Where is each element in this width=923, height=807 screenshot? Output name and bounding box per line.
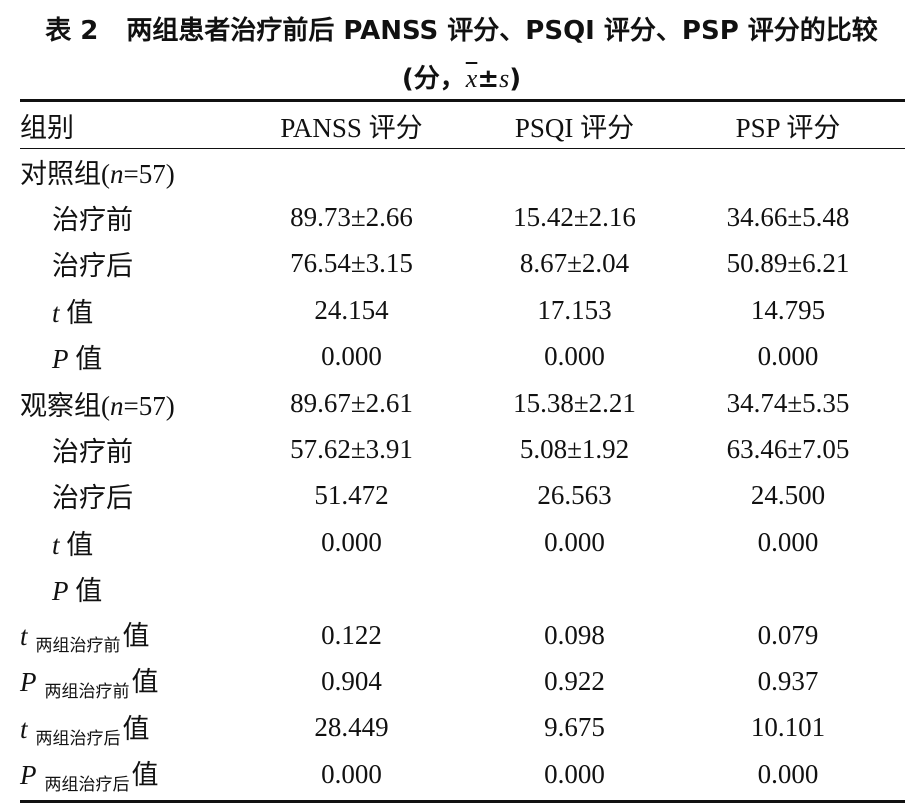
cell-panss: 28.449 [314,712,389,743]
cell-psp: 0.000 [757,526,819,557]
table-row: 治疗后 51.472 26.563 24.500 [20,473,905,519]
row-label: P 值 [52,576,103,607]
table-row: 观察组(n=57) 89.67±2.61 15.38±2.21 34.74±5.… [20,380,905,426]
cell-psp: 0.079 [757,619,819,650]
cell-psp: 0.000 [757,758,819,789]
cell-panss: 76.54±3.15 [290,248,413,279]
row-label: 治疗后 [52,251,133,282]
row-label: 治疗前 [52,437,133,468]
cell-psp: 24.500 [750,480,826,511]
cell-psp: 34.74±5.35 [726,387,850,418]
row-label: t 两组治疗后值 [20,713,150,748]
cell-panss [225,566,478,612]
cell-psqi: 8.67±2.04 [519,248,630,279]
table-caption: 表 2 两组患者治疗前后 PANSS 评分、PSQI 评分、PSP 评分的比较 [0,10,923,47]
cell-psp: 63.46±7.05 [726,434,850,465]
cell-psp: 0.000 [757,341,819,372]
cell-panss: 89.67±2.61 [290,387,413,418]
cell-psp: 10.101 [750,712,826,743]
unit-close: ) [509,64,522,94]
cell-psp: 34.66±5.48 [726,202,850,233]
cell-psp: 50.89±6.21 [726,248,850,279]
cell-panss [225,148,478,194]
table-row: t 值 0.000 0.000 0.000 [20,519,905,565]
table-unit-caption: (分，x±s) [0,58,923,95]
cell-psqi: 17.153 [537,294,612,325]
table-row: 治疗后 76.54±3.15 8.67±2.04 50.89±6.21 [20,241,905,287]
cell-panss: 51.472 [314,480,389,511]
header-panss: PANSS 评分 [280,112,423,143]
table-row: 对照组(n=57) [20,148,905,194]
cell-psqi: 0.000 [544,341,605,372]
cell-panss: 89.73±2.66 [290,202,413,233]
cell-psp [671,566,905,612]
cell-psqi [478,566,671,612]
cell-psqi: 5.08±1.92 [519,434,630,465]
cell-panss: 0.000 [321,758,382,789]
cell-panss: 24.154 [314,294,389,325]
row-label: 治疗前 [52,205,133,236]
header-group: 组别 [20,112,74,143]
cell-panss: 57.62±3.91 [290,434,413,465]
table-row: 治疗前 57.62±3.91 5.08±1.92 63.46±7.05 [20,426,905,472]
table-number: 表 2 [45,16,99,46]
header-psqi: PSQI 评分 [514,112,635,143]
table-row: P 两组治疗前值 0.904 0.922 0.937 [20,658,905,704]
table-row: t 两组治疗后值 28.449 9.675 10.101 [20,705,905,751]
table-header-row: 组别 PANSS 评分 PSQI 评分 PSP 评分 [20,102,905,148]
cell-psqi: 26.563 [537,480,612,511]
plus-minus: ± [477,64,500,94]
sd-symbol: s [499,64,510,93]
cell-psp: 0.937 [757,665,819,696]
cell-panss: 0.000 [321,341,382,372]
row-label: P 两组治疗前值 [20,667,159,702]
header-psp: PSP 评分 [735,112,841,143]
table-row: t 两组治疗前值 0.122 0.098 0.079 [20,612,905,658]
table-row: P 值 [20,566,905,612]
cell-psqi: 0.922 [544,665,605,696]
cell-psp [671,148,905,194]
table-row: 治疗前 89.73±2.66 15.42±2.16 34.66±5.48 [20,194,905,240]
row-label: 治疗后 [52,483,133,514]
cell-psqi: 0.000 [544,758,605,789]
table-row: P 值 0.000 0.000 0.000 [20,334,905,380]
top-rule [20,99,905,102]
cell-panss: 0.122 [321,619,382,650]
cell-psqi: 0.000 [544,526,605,557]
cell-panss: 0.000 [321,526,382,557]
table-title: 两组患者治疗前后 PANSS 评分、PSQI 评分、PSP 评分的比较 [126,16,878,46]
table-row: P 两组治疗后值 0.000 0.000 0.000 [20,751,905,797]
row-label: t 两组治疗前值 [20,621,150,656]
cell-psp: 14.795 [750,294,826,325]
table-row: t 值 24.154 17.153 14.795 [20,287,905,333]
row-label: t 值 [52,297,94,328]
cell-panss: 0.904 [321,665,382,696]
mean-symbol: x [465,64,478,93]
row-label: 观察组(n=57) [20,390,175,421]
row-label: P 两组治疗后值 [20,760,159,795]
cell-psqi: 0.098 [544,619,605,650]
row-label: P 值 [52,344,103,375]
cell-psqi [478,148,671,194]
header-rule [20,148,905,149]
row-label: t 值 [52,529,94,560]
bottom-rule [20,800,905,803]
row-label: 对照组(n=57) [20,158,175,189]
unit-open: (分， [401,64,466,94]
cell-psqi: 15.42±2.16 [513,202,636,233]
cell-psqi: 9.675 [544,712,605,743]
cell-psqi: 15.38±2.21 [513,387,636,418]
comparison-table: 组别 PANSS 评分 PSQI 评分 PSP 评分 对照组(n=57) 治疗前… [20,102,905,797]
